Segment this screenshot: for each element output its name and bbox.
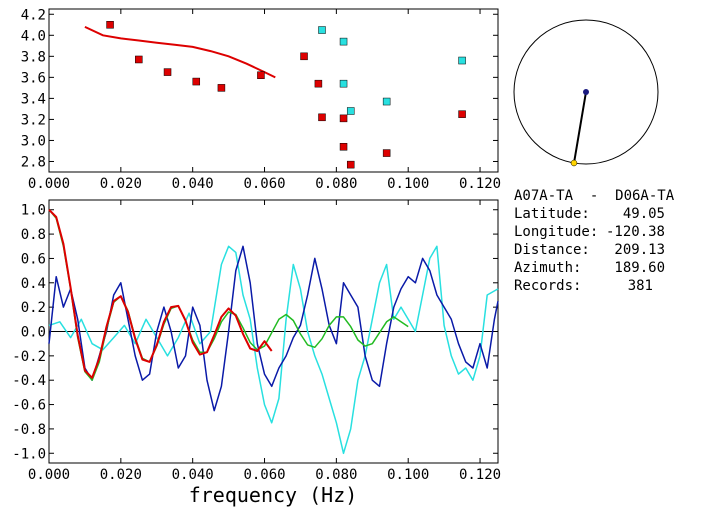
red-data-point bbox=[339, 143, 348, 151]
y-tick-label: -0.2 bbox=[12, 349, 46, 365]
source-marker bbox=[570, 159, 578, 167]
latitude-value: 49.05 bbox=[623, 206, 665, 222]
y-tick-label: -1.0 bbox=[12, 446, 46, 462]
red-spectrum-line bbox=[48, 208, 273, 379]
dispersion-model-curve bbox=[84, 25, 276, 79]
records-value: 381 bbox=[628, 278, 653, 294]
y-tick-label: 0.8 bbox=[21, 227, 46, 243]
red-data-point bbox=[300, 52, 308, 61]
distance-label: Distance: bbox=[514, 242, 590, 258]
red-data-point bbox=[318, 113, 326, 122]
x-tick-label: 0.120 bbox=[459, 467, 501, 483]
y-tick-label: 0.0 bbox=[21, 325, 46, 341]
azimuth-label: Azimuth: bbox=[514, 260, 581, 276]
station-pair: A07A-TA - D06A-TA bbox=[514, 188, 675, 204]
azimuth-circle bbox=[513, 19, 659, 165]
cyan-data-point bbox=[346, 107, 355, 115]
y-tick-label: -0.8 bbox=[12, 422, 46, 438]
x-tick-label: 0.040 bbox=[172, 176, 214, 192]
dispersion-panel: 0.000 0.020 0.040 0.060 0.080 0.100 0.120 2.8 3.… bbox=[21, 7, 501, 192]
spectrum-lines bbox=[48, 208, 499, 455]
y-tick-label: 1.0 bbox=[21, 203, 46, 219]
y-tick-label: 2.8 bbox=[21, 154, 46, 170]
distance-value: 209.13 bbox=[614, 242, 665, 258]
cyan-data-point bbox=[458, 56, 466, 65]
red-data-point bbox=[135, 55, 143, 64]
red-data-point bbox=[339, 114, 348, 123]
latitude-label: Latitude: bbox=[514, 206, 590, 222]
red-data-point bbox=[458, 110, 466, 118]
red-data-point bbox=[257, 71, 265, 80]
red-data-point bbox=[314, 79, 323, 88]
y-tick-label: 0.6 bbox=[21, 251, 46, 267]
red-data-point bbox=[192, 77, 201, 86]
x-tick-label: 0.020 bbox=[100, 467, 142, 483]
azimuth-path-line bbox=[573, 91, 587, 164]
cyan-data-point bbox=[318, 26, 326, 34]
y-tick-label: 3.0 bbox=[21, 133, 46, 149]
cyan-data-point bbox=[339, 37, 348, 46]
red-data-point bbox=[106, 21, 114, 29]
station-info: A07A-TA - D06A-TA Latitude: 49.05 Longit… bbox=[514, 188, 675, 294]
x-tick-label: 0.100 bbox=[387, 176, 429, 192]
y-tick-label: 0.4 bbox=[21, 276, 46, 292]
longitude-value: -120.38 bbox=[606, 224, 665, 240]
cyan-data-point bbox=[382, 97, 391, 106]
dispersion-axis-ticks: 0.000 0.020 0.040 0.060 0.080 0.100 0.120 2.8 3.… bbox=[21, 7, 501, 192]
x-tick-label: 0.040 bbox=[172, 467, 214, 483]
y-tick-label: 3.8 bbox=[21, 49, 46, 65]
y-tick-label: 3.2 bbox=[21, 112, 46, 128]
x-tick-label: 0.020 bbox=[100, 176, 142, 192]
spectrum-axis-ticks: 0.000 0.020 0.040 0.060 0.080 0.100 0.120 -1.0 -… bbox=[12, 200, 501, 483]
y-tick-label: 4.0 bbox=[21, 28, 46, 44]
x-tick-label: 0.100 bbox=[387, 467, 429, 483]
cyan-spectrum-line bbox=[48, 245, 499, 455]
spectrum-panel: 0.000 0.020 0.040 0.060 0.080 0.100 0.120 -1.0 -… bbox=[12, 199, 501, 507]
dispersion-plot-frame bbox=[48, 8, 499, 173]
red-data-point bbox=[163, 68, 172, 76]
x-tick-label: 0.080 bbox=[315, 176, 357, 192]
azimuth-diagram bbox=[513, 19, 659, 167]
x-tick-label: 0.060 bbox=[243, 467, 285, 483]
y-tick-label: 3.6 bbox=[21, 70, 46, 86]
dispersion-curve bbox=[84, 25, 276, 79]
azimuth-value: 189.60 bbox=[614, 260, 665, 276]
y-tick-label: -0.4 bbox=[12, 373, 46, 389]
y-tick-label: -0.6 bbox=[12, 398, 46, 414]
x-axis-label: frequency (Hz) bbox=[189, 483, 358, 507]
y-tick-label: 4.2 bbox=[21, 7, 46, 23]
red-data-point bbox=[217, 84, 226, 92]
x-tick-label: 0.000 bbox=[28, 176, 70, 192]
cyan-data-point bbox=[339, 79, 348, 88]
x-tick-label: 0.120 bbox=[459, 176, 501, 192]
blue-spectrum-line bbox=[48, 245, 499, 412]
red-data-point bbox=[382, 149, 391, 157]
x-tick-label: 0.060 bbox=[243, 176, 285, 192]
x-tick-label: 0.080 bbox=[315, 467, 357, 483]
records-label: Records: bbox=[514, 278, 581, 294]
y-tick-label: 0.2 bbox=[21, 300, 46, 316]
y-tick-label: 3.4 bbox=[21, 91, 46, 107]
green-spectrum-line bbox=[48, 209, 409, 381]
red-data-point bbox=[346, 160, 355, 169]
longitude-label: Longitude: bbox=[514, 224, 598, 240]
station-marker bbox=[583, 89, 589, 95]
dispersion-points bbox=[106, 21, 466, 169]
x-tick-label: 0.000 bbox=[28, 467, 70, 483]
